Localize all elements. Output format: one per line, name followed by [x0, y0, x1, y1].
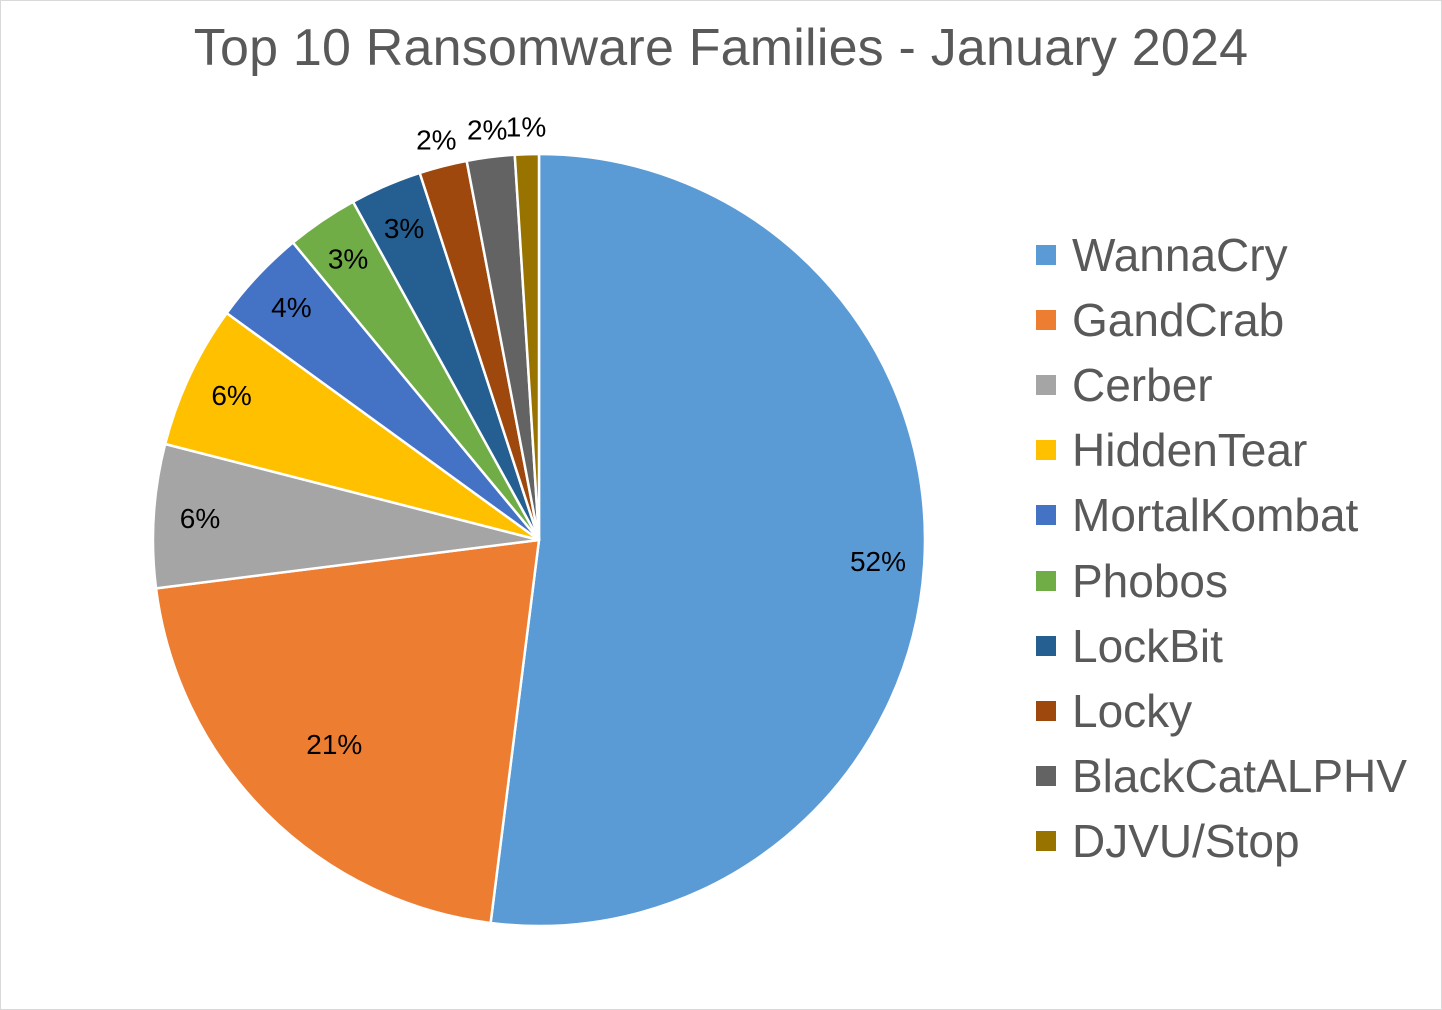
legend-item-blackcatalphv: BlackCatALPHV: [1036, 744, 1407, 809]
legend-label: MortalKombat: [1072, 489, 1359, 542]
legend-item-wannacry: WannaCry: [1036, 222, 1407, 287]
pie-slice-djvu-stop: [513, 152, 541, 542]
pie-slice-gandcrab: [154, 538, 541, 925]
data-label-gandcrab: 21%: [306, 729, 362, 760]
data-label-wannacry: 52%: [850, 546, 906, 577]
chart-title: Top 10 Ransomware Families - January 202…: [193, 19, 1249, 77]
legend-item-phobos: Phobos: [1036, 548, 1407, 613]
data-label-hiddentear: 6%: [211, 380, 251, 411]
legend-swatch: [1036, 440, 1056, 461]
legend-label: BlackCatALPHV: [1072, 750, 1407, 803]
legend-item-gandcrab: GandCrab: [1036, 287, 1407, 352]
data-label-lockbit: 3%: [384, 213, 424, 244]
legend-swatch: [1036, 309, 1056, 330]
pie-slice-cerber: [151, 442, 541, 590]
legend-swatch: [1036, 244, 1056, 265]
data-label-djvu-stop: 1%: [506, 112, 546, 143]
legend-item-hiddentear: HiddenTear: [1036, 418, 1407, 483]
legend-label: Phobos: [1072, 554, 1229, 607]
data-label-blackcatalphv: 2%: [467, 115, 507, 146]
legend-item-cerber: Cerber: [1036, 352, 1407, 417]
legend-item-locky: Locky: [1036, 678, 1407, 743]
chart-legend: WannaCry GandCrab Cerber HiddenTear MortalKo…: [1036, 222, 1407, 874]
legend-swatch: [1036, 505, 1056, 526]
legend-swatch: [1036, 831, 1056, 852]
data-label-locky: 2%: [416, 125, 456, 156]
legend-item-lockbit: LockBit: [1036, 613, 1407, 678]
legend-label: Locky: [1072, 684, 1193, 737]
legend-item-djvu-stop: DJVU/Stop: [1036, 809, 1407, 874]
data-label-cerber: 6%: [180, 503, 220, 534]
data-label-phobos: 3%: [328, 244, 368, 275]
legend-swatch: [1036, 374, 1056, 395]
legend-label: LockBit: [1072, 619, 1223, 672]
legend-swatch: [1036, 635, 1056, 656]
legend-swatch: [1036, 570, 1056, 591]
legend-label: GandCrab: [1072, 293, 1285, 346]
legend-swatch: [1036, 766, 1056, 787]
legend-label: Cerber: [1072, 358, 1213, 411]
legend-label: DJVU/Stop: [1072, 815, 1300, 868]
pie-slice-hiddentear: [163, 311, 541, 542]
pie-slice-wannacry: [489, 152, 927, 928]
legend-item-mortalkombat: MortalKombat: [1036, 483, 1407, 548]
legend-label: HiddenTear: [1072, 424, 1308, 477]
data-label-mortalkombat: 4%: [271, 292, 311, 323]
legend-label: WannaCry: [1072, 228, 1288, 281]
legend-swatch: [1036, 700, 1056, 721]
